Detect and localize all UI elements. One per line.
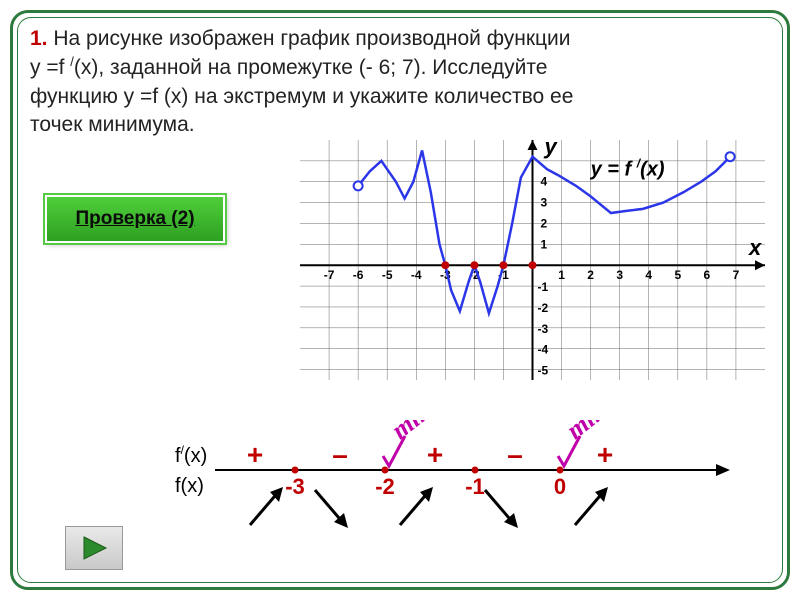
problem-line2a: у =f <box>30 56 70 79</box>
problem-number: 1. <box>30 27 48 50</box>
svg-text:1: 1 <box>541 237 548 251</box>
problem-text: 1. На рисунке изображен график производн… <box>30 25 770 139</box>
svg-text:f(x): f(x) <box>175 475 204 497</box>
svg-text:1: 1 <box>558 268 565 282</box>
sign-line-svg: f/(x)f(x)+–+–+-3-2-10minmin <box>160 420 760 540</box>
play-icon <box>80 535 108 561</box>
svg-text:–: – <box>332 439 348 470</box>
svg-text:0: 0 <box>554 474 566 499</box>
svg-text:+: + <box>247 439 263 470</box>
svg-text:3: 3 <box>616 268 623 282</box>
problem-line1: На рисунке изображен график производной … <box>48 27 571 50</box>
problem-line4: точек минимума. <box>30 113 195 136</box>
svg-text:-1: -1 <box>465 474 485 499</box>
svg-text:-7: -7 <box>324 268 335 282</box>
svg-text:-2: -2 <box>375 474 395 499</box>
svg-text:-6: -6 <box>353 268 364 282</box>
svg-text:+: + <box>427 439 443 470</box>
check-button[interactable]: Проверка (2) <box>45 195 225 243</box>
svg-text:-1: -1 <box>538 280 549 294</box>
svg-text:-3: -3 <box>285 474 305 499</box>
svg-text:4: 4 <box>541 175 548 189</box>
svg-text:-5: -5 <box>382 268 393 282</box>
derivative-chart: -7-6-5-4-3-2-112345671234-1-2-3-4-5уху =… <box>300 140 765 380</box>
svg-text:-5: -5 <box>538 364 549 378</box>
sign-line: f/(x)f(x)+–+–+-3-2-10minmin <box>160 420 760 540</box>
svg-text:6: 6 <box>704 268 711 282</box>
svg-text:4: 4 <box>645 268 652 282</box>
problem-line2b: (х), заданной на промежутке (- 6; 7). Ис… <box>74 56 548 79</box>
svg-text:у = f /(х): у = f /(х) <box>590 156 665 180</box>
next-button[interactable] <box>65 526 123 570</box>
svg-text:+: + <box>597 439 613 470</box>
svg-text:7: 7 <box>733 268 740 282</box>
svg-text:3: 3 <box>541 196 548 210</box>
svg-text:х: х <box>748 235 762 260</box>
svg-text:-4: -4 <box>411 268 422 282</box>
svg-text:f/(x): f/(x) <box>175 443 207 467</box>
problem-line3: функцию у =f (х) на экстремум и укажите … <box>30 85 573 108</box>
svg-text:–: – <box>507 439 523 470</box>
svg-text:5: 5 <box>674 268 681 282</box>
svg-text:2: 2 <box>587 268 594 282</box>
svg-text:2: 2 <box>541 216 548 230</box>
svg-text:-3: -3 <box>538 322 549 336</box>
chart-svg: -7-6-5-4-3-2-112345671234-1-2-3-4-5уху =… <box>300 140 765 380</box>
svg-text:-4: -4 <box>538 343 549 357</box>
svg-text:у: у <box>544 140 559 159</box>
svg-text:-2: -2 <box>538 301 549 315</box>
check-button-label: Проверка (2) <box>75 208 194 230</box>
